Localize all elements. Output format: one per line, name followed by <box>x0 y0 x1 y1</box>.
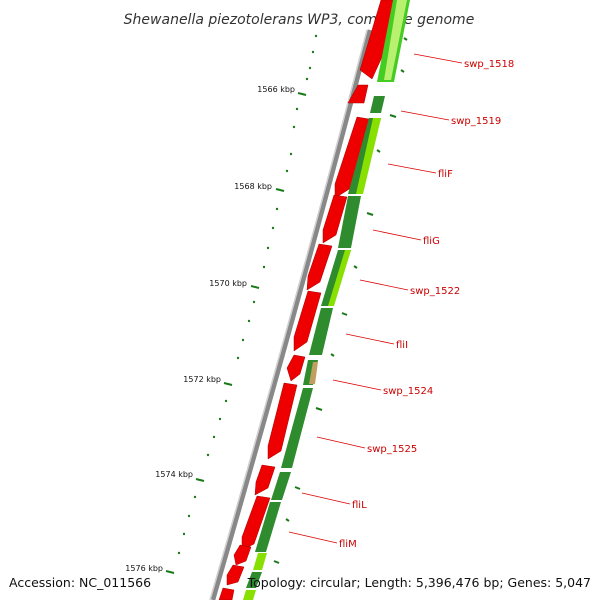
band-swp1525 <box>281 388 313 468</box>
gene-label-fliI[interactable]: fliI <box>396 340 408 351</box>
tick-label-1572: 1572 kbp <box>183 375 221 384</box>
cds-fliL <box>254 464 276 496</box>
cds-small-1 <box>286 354 306 382</box>
tick-label-1566: 1566 kbp <box>257 85 295 94</box>
cds-fragment <box>347 84 369 104</box>
cds-fliI <box>293 290 322 352</box>
tick-label-1570: 1570 kbp <box>209 279 247 288</box>
gene-label-swp1518[interactable]: swp_1518 <box>464 59 514 70</box>
cds-small-4 <box>218 587 235 600</box>
band-small-2 <box>246 572 262 588</box>
cds-fliG <box>322 194 348 244</box>
map-title: Shewanella piezotolerans WP3, complete g… <box>124 12 475 28</box>
green-feature-track <box>243 0 410 600</box>
gene-label-fliM[interactable]: fliM <box>339 539 357 550</box>
band-fliG <box>338 196 361 248</box>
tick-1576 <box>165 570 175 574</box>
feature-dashes <box>273 37 408 564</box>
band-small-1 <box>253 553 267 570</box>
cds-fliF <box>334 116 370 199</box>
cds-small-3 <box>226 564 245 586</box>
tick-label-1568: 1568 kbp <box>234 182 272 191</box>
gene-labels: swp_1518 swp_1519 fliF fliG swp_1522 fli… <box>339 59 514 550</box>
gene-label-swp1519[interactable]: swp_1519 <box>451 116 501 127</box>
genome-backbone <box>209 29 373 600</box>
gene-label-swp1524[interactable]: swp_1524 <box>383 386 433 397</box>
band-fliF-light <box>356 118 381 194</box>
cds-small-2 <box>233 544 252 566</box>
band-swp1524-accent <box>309 362 318 384</box>
band-fliI <box>309 308 333 355</box>
band-swp1522-light <box>328 250 351 306</box>
scale-dots <box>177 34 318 555</box>
gene-label-fliF[interactable]: fliF <box>438 169 453 180</box>
scale-ticks: 1566 kbp 1568 kbp 1570 kbp 1572 kbp 1574… <box>125 85 307 574</box>
band-fliL <box>271 472 291 500</box>
label-leaders <box>288 53 463 544</box>
band-small-3 <box>243 590 256 600</box>
accession-text: Accession: NC_011566 <box>9 575 152 590</box>
gene-label-fliL[interactable]: fliL <box>352 500 367 511</box>
cds-swp1522 <box>306 243 333 291</box>
cds-swp1518 <box>359 0 394 80</box>
band-swp1518-highlight <box>384 0 407 80</box>
gene-label-fliG[interactable]: fliG <box>423 236 440 247</box>
tick-1568 <box>275 188 285 192</box>
tick-label-1576: 1576 kbp <box>125 564 163 573</box>
genome-summary-text: Topology: circular; Length: 5,396,476 bp… <box>247 575 591 590</box>
tick-1574 <box>195 478 205 482</box>
tick-1572 <box>223 382 233 386</box>
band-swp1519 <box>370 96 385 113</box>
tick-1570 <box>250 285 260 289</box>
tick-label-1574: 1574 kbp <box>155 470 193 479</box>
tick-1566 <box>297 92 307 96</box>
gene-label-swp1525[interactable]: swp_1525 <box>367 444 417 455</box>
forward-cds-track <box>218 0 394 600</box>
cds-swp1525 <box>267 382 298 460</box>
gene-label-swp1522[interactable]: swp_1522 <box>410 286 460 297</box>
band-fliM <box>255 502 281 552</box>
